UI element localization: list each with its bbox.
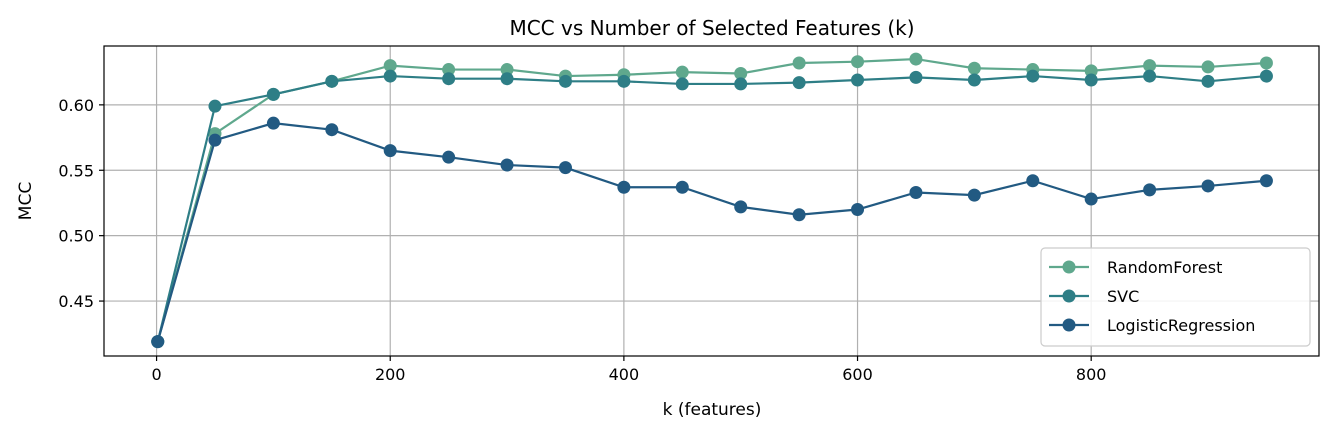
svc-point [1084, 73, 1098, 87]
randomforest-point [383, 59, 397, 73]
series-logisticregression [151, 116, 1273, 349]
logisticregression-point [1143, 183, 1157, 197]
svc-point [675, 77, 689, 91]
legend-box [1040, 247, 1311, 347]
randomforest-point [500, 63, 514, 77]
randomforest-point [1201, 60, 1215, 74]
logisticregression-point [383, 144, 397, 158]
randomforest-point [792, 56, 806, 70]
x-tick-label: 400 [609, 365, 640, 384]
legend-label: LogisticRegression [1107, 316, 1255, 335]
x-tick-label: 800 [1076, 365, 1107, 384]
svc-point [967, 73, 981, 87]
svc-point [734, 77, 748, 91]
logisticregression-point [967, 188, 981, 202]
randomforest-point [442, 63, 456, 77]
svc-point [617, 74, 631, 88]
svc-point [500, 72, 514, 86]
plot-frame [103, 45, 1320, 357]
logisticregression-point [909, 185, 923, 199]
logisticregression-point [1084, 192, 1098, 206]
legend-swatch-marker [1062, 289, 1076, 303]
series-layer [151, 52, 1273, 349]
randomforest-point [1143, 59, 1157, 73]
randomforest-point [967, 61, 981, 75]
legend-label: SVC [1107, 287, 1139, 306]
svc-point [1201, 74, 1215, 88]
y-tick-label: 0.60 [58, 96, 94, 115]
y-tick-label: 0.55 [58, 161, 94, 180]
logisticregression-line [156, 122, 1267, 342]
svc-point [558, 74, 572, 88]
logisticregression-point [1259, 174, 1273, 188]
legend: RandomForest SVC LogisticRegression [1040, 247, 1311, 347]
logisticregression-point [617, 180, 631, 194]
x-axis-label: k (features) [663, 400, 762, 420]
logisticregression-point [442, 150, 456, 164]
svc-point [383, 69, 397, 83]
legend-swatch-marker [1062, 318, 1076, 332]
legend-item-logisticregression: LogisticRegression [1049, 316, 1255, 335]
x-tick-label: 600 [842, 365, 873, 384]
logisticregression-point [500, 158, 514, 172]
y-tick-label: 0.50 [58, 227, 94, 246]
svc-point [851, 73, 865, 87]
logisticregression-point [151, 335, 165, 349]
logisticregression-point [325, 123, 339, 137]
randomforest-point [734, 66, 748, 80]
y-tick-label: 0.45 [58, 292, 94, 311]
logisticregression-point [208, 133, 222, 147]
svc-point [208, 99, 222, 113]
svc-point [909, 70, 923, 84]
logisticregression-point [1201, 179, 1215, 193]
svc-point [325, 74, 339, 88]
y-axis-label: MCC [16, 182, 36, 220]
x-tick-label: 0 [151, 365, 161, 384]
svc-point [792, 76, 806, 90]
x-tick-label: 200 [375, 365, 406, 384]
randomforest-point [851, 55, 865, 69]
logisticregression-point [675, 180, 689, 194]
legend-item-svc: SVC [1049, 287, 1139, 306]
svc-point [1143, 69, 1157, 83]
logisticregression-point [792, 208, 806, 222]
logisticregression-point [266, 116, 280, 130]
chart-title: MCC vs Number of Selected Features (k) [509, 16, 914, 40]
randomforest-line [156, 57, 1267, 342]
legend-item-randomforest: RandomForest [1049, 258, 1222, 277]
randomforest-point [1084, 64, 1098, 78]
logisticregression-point [851, 203, 865, 217]
randomforest-point [675, 65, 689, 79]
legend-label: RandomForest [1107, 258, 1222, 277]
randomforest-point [1259, 56, 1273, 70]
svc-point [1259, 69, 1273, 83]
logisticregression-point [734, 200, 748, 214]
logisticregression-point [558, 161, 572, 175]
svc-point [442, 72, 456, 86]
axis-ticks: 0 200 400 600 800 0.45 0.50 0.55 0.60 [58, 96, 1106, 384]
logisticregression-point [1026, 174, 1040, 188]
svc-line [156, 74, 1267, 342]
svc-point [266, 87, 280, 101]
svc-point [1026, 69, 1040, 83]
legend-swatch-marker [1062, 260, 1076, 274]
randomforest-point [909, 52, 923, 66]
